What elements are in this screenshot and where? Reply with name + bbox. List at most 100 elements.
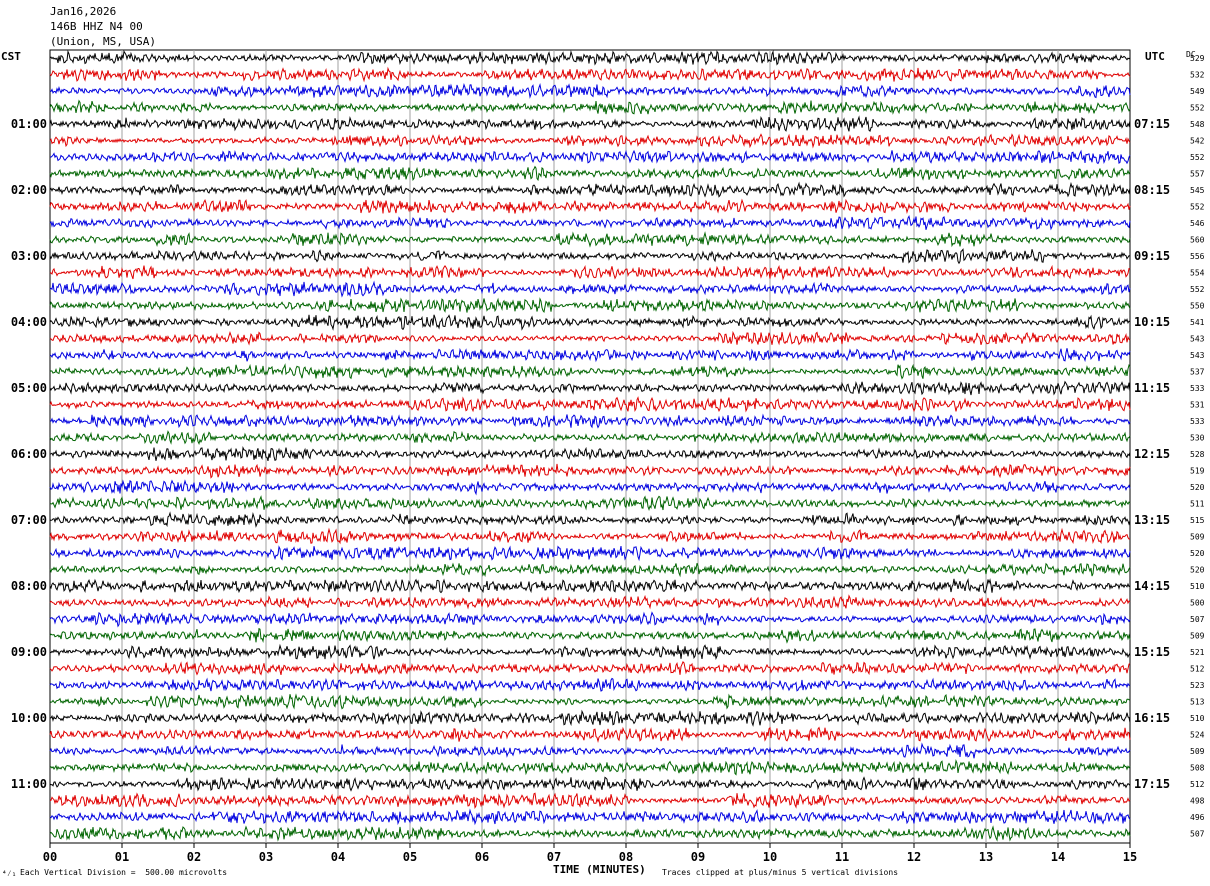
dc-offset-value: 560 <box>1190 236 1205 245</box>
trace-line <box>49 792 1131 809</box>
dc-offset-value: 532 <box>1190 71 1205 80</box>
dc-offset-value: 542 <box>1190 137 1205 146</box>
dc-offset-value: 545 <box>1190 186 1205 195</box>
corner-mark: ⁴⁄₁ <box>2 869 17 878</box>
trace-line <box>49 314 1131 331</box>
cst-hour-label: 07:00 <box>11 513 47 527</box>
trace-line <box>49 280 1131 298</box>
trace-line <box>49 231 1131 248</box>
trace-line <box>49 463 1131 479</box>
dc-offset-value: 533 <box>1190 384 1205 393</box>
dc-offset-value: 509 <box>1190 747 1205 756</box>
trace-line <box>49 413 1131 429</box>
dc-offset-value: 552 <box>1190 104 1205 113</box>
header-date: Jan16,2026 <box>50 5 117 18</box>
cst-hour-label: 09:00 <box>11 645 47 659</box>
x-tick-label: 08 <box>619 850 633 864</box>
trace-line <box>49 776 1131 792</box>
dc-offset-value: 520 <box>1190 566 1205 575</box>
x-tick-label: 04 <box>331 850 345 864</box>
trace-line <box>49 66 1131 83</box>
dc-offset-value: 552 <box>1190 203 1205 212</box>
dc-offset-value: 533 <box>1190 417 1205 426</box>
trace-line <box>49 661 1131 676</box>
cst-hour-label: 02:00 <box>11 183 47 197</box>
dc-offset-value: 552 <box>1190 153 1205 162</box>
dc-offset-value: 541 <box>1190 318 1205 327</box>
dc-offset-value: 498 <box>1190 797 1205 806</box>
x-tick-label: 03 <box>259 850 273 864</box>
scale-note: Each Vertical Division = 500.00 microvol… <box>20 868 228 877</box>
dc-offset-value: 510 <box>1190 714 1205 723</box>
x-tick-label: 09 <box>691 850 705 864</box>
trace-line <box>49 808 1131 826</box>
dc-offset-value: 512 <box>1190 665 1205 674</box>
dc-offset-labels: 529 532 549 552 548 542 552 557 545 552 546 560 556 5… <box>1190 54 1205 839</box>
dc-offset-value: 507 <box>1190 615 1205 624</box>
cst-hour-label: 03:00 <box>11 249 47 263</box>
trace-line <box>49 643 1131 660</box>
trace-line <box>49 133 1131 149</box>
trace-line <box>49 709 1131 727</box>
dc-offset-value: 520 <box>1190 483 1205 492</box>
dc-offset-value: 512 <box>1190 780 1205 789</box>
trace-line <box>49 49 1131 66</box>
trace-line <box>49 330 1131 346</box>
minute-grid <box>121 50 1059 843</box>
dc-offset-value: 521 <box>1190 648 1205 657</box>
utc-hour-label: 14:15 <box>1134 579 1170 593</box>
utc-hour-label: 08:15 <box>1134 183 1170 197</box>
cst-hour-label: 11:00 <box>11 777 47 791</box>
x-axis-ticks: 00 01 02 03 04 05 06 07 08 09 10 11 12 13 14 15 <box>43 843 1137 864</box>
x-tick-label: 06 <box>475 850 489 864</box>
x-tick-label: 01 <box>115 850 129 864</box>
utc-hour-label: 11:15 <box>1134 381 1170 395</box>
trace-line <box>49 627 1131 644</box>
trace-line <box>49 165 1131 182</box>
dc-offset-value: 496 <box>1190 813 1205 822</box>
dc-offset-value: 508 <box>1190 764 1205 773</box>
header-location: (Union, MS, USA) <box>50 35 156 48</box>
trace-line <box>49 99 1131 115</box>
dc-offset-value: 509 <box>1190 533 1205 542</box>
right-timezone-label: UTC <box>1145 50 1165 63</box>
trace-line <box>49 396 1131 413</box>
dc-offset-value: 537 <box>1190 368 1205 377</box>
cst-hour-labels: 01:00 02:00 03:00 04:00 05:00 06:00 07:00 08:00… <box>11 117 47 791</box>
dc-offset-value: 530 <box>1190 434 1205 443</box>
dc-label: DC <box>1186 50 1196 59</box>
dc-offset-value: 529 <box>1190 54 1205 63</box>
cst-hour-label: 06:00 <box>11 447 47 461</box>
trace-line <box>49 511 1131 528</box>
dc-offset-value: 548 <box>1190 120 1205 129</box>
x-tick-label: 00 <box>43 850 57 864</box>
trace-line <box>49 527 1131 545</box>
trace-line <box>49 611 1131 628</box>
x-tick-label: 15 <box>1123 850 1137 864</box>
trace-line <box>49 214 1131 231</box>
x-tick-label: 07 <box>547 850 561 864</box>
trace-line <box>49 297 1131 313</box>
dc-offset-value: 523 <box>1190 681 1205 690</box>
seismic-traces <box>49 49 1131 842</box>
utc-hour-label: 17:15 <box>1134 777 1170 791</box>
trace-line <box>49 82 1131 99</box>
dc-offset-value: 500 <box>1190 599 1205 608</box>
trace-line <box>49 577 1131 594</box>
x-tick-label: 10 <box>763 850 777 864</box>
dc-offset-value: 554 <box>1190 269 1205 278</box>
trace-line <box>49 759 1131 776</box>
trace-line <box>49 545 1131 562</box>
header-station: 146B HHZ N4 00 <box>50 20 143 33</box>
dc-offset-value: 550 <box>1190 302 1205 311</box>
trace-line <box>49 248 1131 265</box>
dc-offset-value: 543 <box>1190 351 1205 360</box>
dc-offset-value: 531 <box>1190 401 1205 410</box>
dc-offset-value: 515 <box>1190 516 1205 525</box>
dc-offset-value: 524 <box>1190 731 1205 740</box>
trace-line <box>49 693 1131 710</box>
trace-line <box>49 380 1131 396</box>
trace-line <box>49 347 1131 363</box>
trace-line <box>49 363 1131 380</box>
trace-line <box>49 825 1131 842</box>
